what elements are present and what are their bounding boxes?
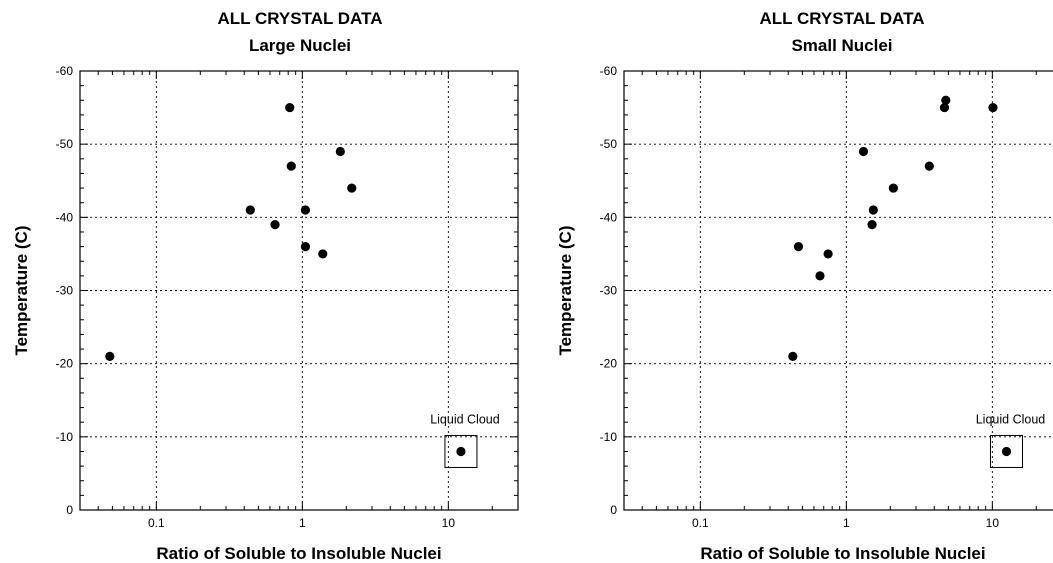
data-point [924, 161, 934, 171]
plot-frame [79, 70, 519, 511]
chart-subtitle: Small Nuclei [791, 36, 892, 55]
y-axis-label: Temperature (C) [12, 225, 31, 355]
y-tick-label: -10 [56, 430, 74, 444]
annotation-point [1001, 446, 1012, 457]
y-tick-label: -20 [600, 357, 618, 371]
data-point [988, 102, 998, 113]
y-tick-label: 0 [610, 503, 617, 517]
x-tick-label: 0.1 [692, 516, 709, 530]
y-tick-label: -50 [600, 137, 618, 151]
y-tick-label: -40 [600, 210, 618, 224]
x-tick-label: 1 [299, 516, 306, 530]
annotation-box [444, 434, 478, 468]
data-point [793, 242, 804, 252]
y-tick-label: -60 [56, 64, 74, 78]
y-tick-label: 0 [66, 503, 73, 517]
data-point [105, 351, 115, 361]
annotation-label: Liquid Cloud [976, 412, 1046, 426]
data-point [815, 271, 825, 281]
y-tick-label: -30 [600, 284, 618, 298]
x-axis-label: Ratio of Soluble to Insoluble Nuclei [156, 544, 441, 563]
annotation-label: Liquid Cloud [430, 412, 500, 426]
data-point [286, 161, 296, 171]
y-axis-label: Temperature (C) [556, 225, 575, 355]
x-axis-label: Ratio of Soluble to Insoluble Nuclei [700, 544, 985, 563]
data-point [823, 249, 833, 259]
data-point [300, 242, 311, 252]
chart-title: ALL CRYSTAL DATA [760, 9, 925, 28]
plot-frame [623, 70, 1053, 511]
data-point [285, 102, 295, 113]
x-tick-label: 10 [986, 516, 1000, 530]
y-tick-label: -10 [600, 430, 618, 444]
data-point [941, 95, 951, 105]
x-tick-label: 10 [442, 516, 456, 530]
data-point [888, 183, 898, 193]
chart-title: ALL CRYSTAL DATA [218, 9, 383, 28]
data-point [270, 220, 280, 230]
annotation-box [989, 434, 1023, 468]
data-point [318, 249, 328, 259]
y-tick-label: -50 [56, 137, 74, 151]
x-tick-label: 1 [843, 516, 850, 530]
chart-panel-2: ALL CRYSTAL DATA Small Nuclei 0.1 1 10 0 -10 -2… [556, 9, 1053, 563]
data-point [300, 205, 311, 215]
data-point [788, 351, 798, 361]
x-tick-label: 0.1 [148, 516, 165, 530]
data-point [939, 102, 950, 113]
y-tick-label: -20 [56, 357, 74, 371]
y-tick-label: -30 [56, 284, 74, 298]
chart-panel-1: ALL CRYSTAL DATA Large Nuclei 0.1 1 10 0 -10 -2… [12, 9, 519, 563]
annotation-point [456, 446, 466, 457]
data-point [347, 183, 357, 193]
data-point [245, 205, 255, 215]
y-tick-label: -40 [56, 210, 74, 224]
data-point [335, 146, 345, 157]
data-point [868, 205, 878, 215]
data-point [858, 146, 869, 157]
data-point [867, 220, 877, 230]
y-tick-label: -60 [600, 64, 618, 78]
chart-subtitle: Large Nuclei [249, 36, 351, 55]
